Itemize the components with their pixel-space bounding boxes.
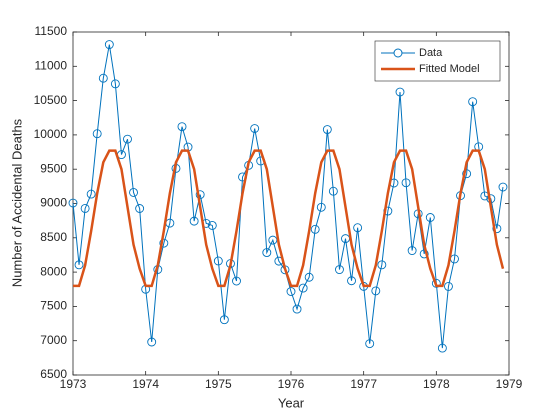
data-marker [304,272,314,282]
x-tick-label: 1978 [423,377,450,391]
data-marker [431,278,441,288]
x-axis-label: Year [278,395,305,410]
y-tick-label: 8500 [40,230,67,244]
y-axis-label: Number of Accidental Deaths [9,118,24,287]
x-tick-label: 1979 [496,377,523,391]
data-marker [328,186,338,196]
data-marker [98,73,108,83]
legend-marker [393,48,403,58]
data-marker [159,238,169,248]
data-marker [310,224,320,234]
data-marker [353,223,363,233]
data-marker [395,87,405,97]
data-marker [286,287,296,296]
data-marker [347,276,356,286]
x-tick-label: 1976 [278,377,305,391]
y-tick-label: 9000 [40,196,67,210]
data-marker [147,337,157,347]
x-tick-label: 1974 [132,377,159,391]
y-tick-label: 11500 [35,24,68,38]
data-marker [298,283,308,293]
data-marker [189,216,199,226]
data-marker [92,129,102,139]
data-marker [498,182,508,192]
data-marker [80,203,90,213]
data-marker [462,169,472,179]
data-marker [68,198,78,208]
y-tick-label: 7500 [40,299,67,313]
data-marker [262,248,272,257]
data-marker [232,276,241,286]
x-tick-label: 1973 [60,377,87,391]
data-marker [407,246,417,256]
data-marker [207,221,217,230]
data-marker [250,124,260,133]
data-marker [322,125,332,134]
x-tick-label: 1975 [205,377,232,391]
legend-box [374,40,501,82]
series-line [73,149,505,288]
y-tick-label: 9500 [40,161,67,175]
data-marker [195,190,205,200]
data-marker [437,343,447,353]
y-tick-label: 7000 [40,333,67,347]
y-tick-label: 10500 [34,93,68,107]
data-marker [135,204,145,213]
data-marker [268,235,278,245]
data-marker [110,79,120,89]
data-marker [104,40,114,50]
data-marker [213,256,223,266]
data-marker [468,97,478,107]
x-tick-label: 1977 [350,377,377,391]
data-marker [129,188,138,197]
data-marker [425,213,435,222]
legend-label: Fitted Model [419,63,480,75]
data-marker [492,224,502,234]
data-marker [377,260,387,270]
data-marker [335,265,344,275]
y-tick-label: 10000 [34,127,68,141]
plot-area [72,31,510,376]
y-tick-label: 6500 [40,367,67,381]
y-tick-label: 11000 [35,58,68,72]
data-marker [123,134,132,144]
data-marker [401,178,411,188]
data-marker [371,286,381,296]
data-marker [316,202,326,212]
data-marker [444,281,453,291]
y-tick-label: 8000 [40,264,67,278]
data-marker [74,260,84,270]
data-marker [419,249,429,259]
data-marker [86,189,96,199]
data-marker [219,315,229,325]
data-marker [292,304,302,314]
legend-label: Data [419,47,443,59]
data-marker [365,339,375,349]
data-marker [177,122,187,132]
